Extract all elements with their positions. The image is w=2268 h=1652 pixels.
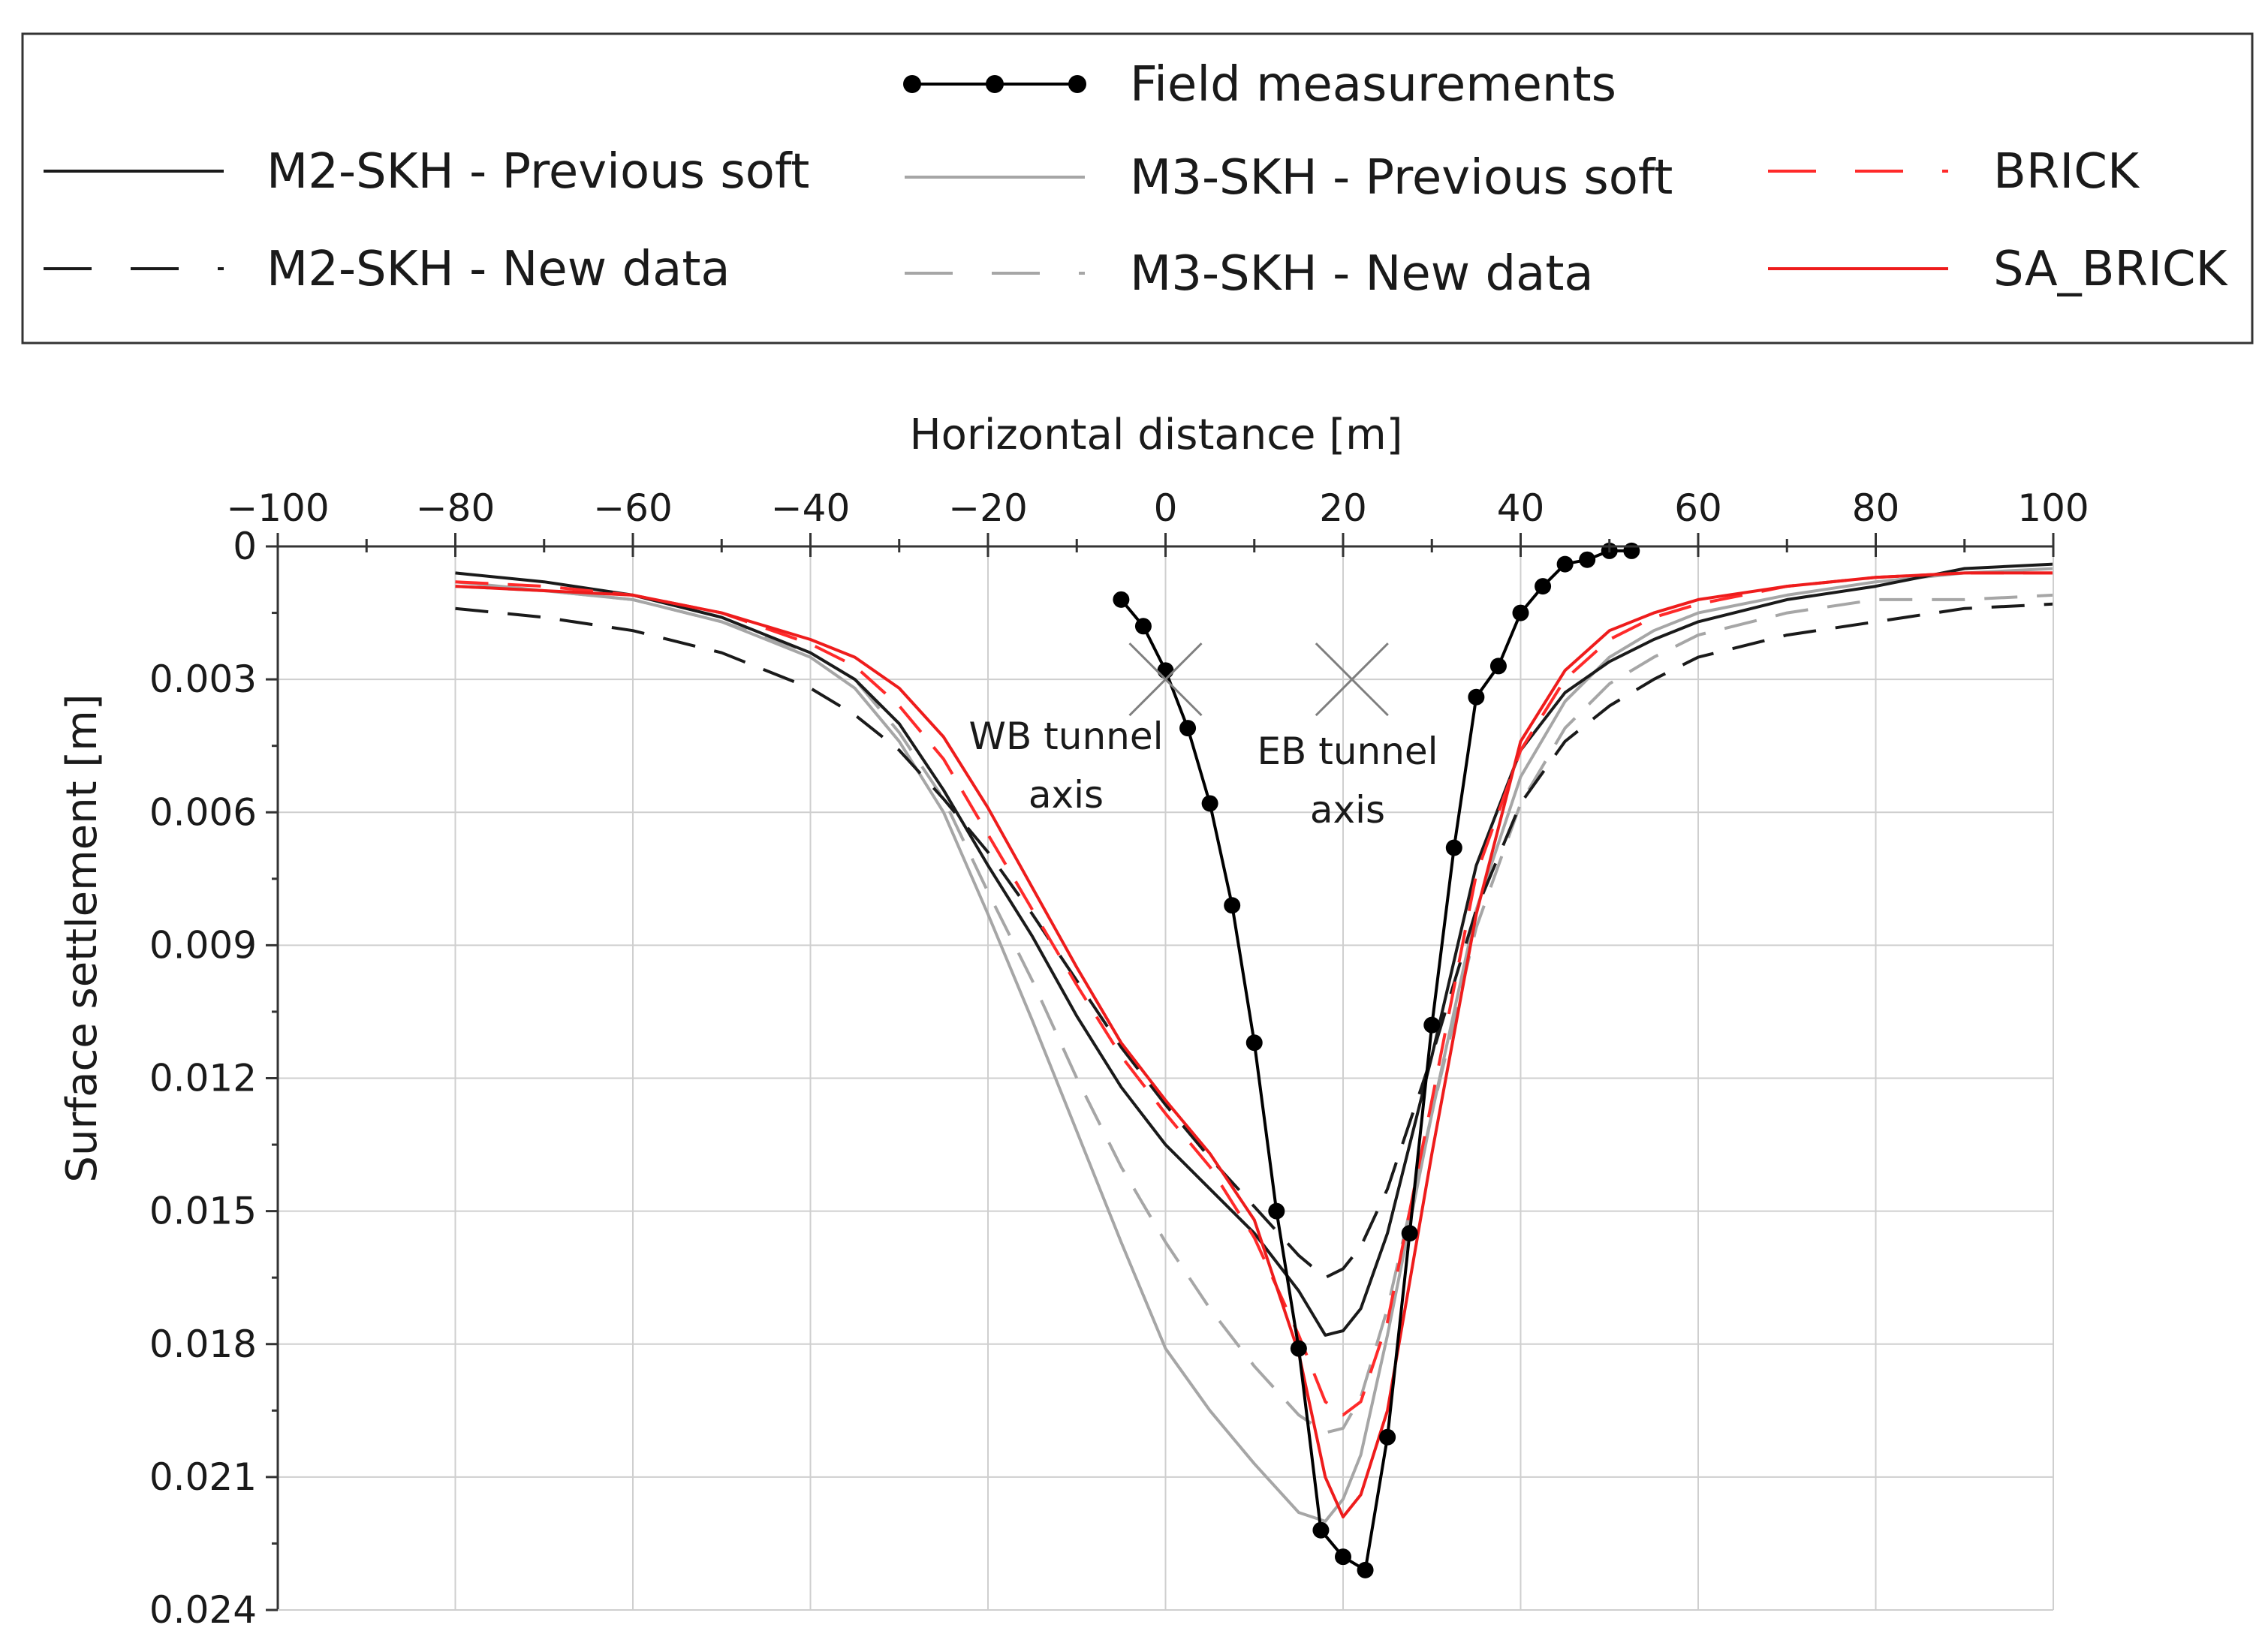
y-tick-label: 0.024 [149,1588,257,1632]
tunnel-annotation-line2: axis [1029,773,1104,817]
legend-marker [903,75,921,93]
field-measurement-point [1312,1521,1330,1539]
annotations-layer: WB tunnel axis EB tunnel axis [969,642,1438,832]
series-line-brick [455,571,2053,1417]
x-tick-label: 20 [1319,486,1367,530]
x-tick-label: 100 [2017,486,2089,530]
legend-frame [21,32,2254,345]
x-tick-label: 60 [1674,486,1722,530]
x-tick-label: 80 [1852,486,1900,530]
field-measurement-point [1245,1034,1263,1052]
y-axis-title: Surface settlement [m] [58,694,107,1182]
field-measurement-point [1489,657,1507,675]
plot-area: WB tunnel axis EB tunnel axis −100 −80 −60 −40… [149,486,2089,1632]
x-tick-label: −100 [226,486,329,530]
legend: Field measurements M2-SKH - Previous soft… [21,32,2254,345]
legend-label-field-measurements: Field measurements [1130,57,1616,113]
field-measurement-point [1201,795,1218,812]
field-measurement-point [1179,720,1197,737]
y-tick-label: 0.003 [149,657,257,701]
field-measurement-point [1113,591,1130,608]
legend-marker [1068,75,1086,93]
field-measurement-point [1535,578,1552,595]
gridlines [278,546,2053,1610]
field-measurement-point [1134,618,1152,635]
x-tick-label: −40 [771,486,851,530]
x-tick-label: −80 [416,486,495,530]
y-tick-label: 0.018 [149,1323,257,1366]
x-tick-label: −60 [593,486,673,530]
legend-label-m3-skh-previous-soft: M3-SKH - Previous soft [1130,150,1673,206]
legend-marker [986,75,1004,93]
series-line-m2-skh-new-data [455,602,2054,1280]
y-tick-label: 0.021 [149,1455,257,1499]
y-tick-label: 0.015 [149,1190,257,1233]
legend-label-brick: BRICK [1993,144,2140,200]
y-tick-label: 0.012 [149,1057,257,1100]
field-measurement-point [1468,688,1485,706]
series-layer [455,542,2054,1578]
x-tick-label: −20 [948,486,1028,530]
tunnel-annotation-line2: axis [1310,788,1385,832]
legend-label-sa-brick: SA_BRICK [1993,242,2229,297]
y-tick-label: 0.006 [149,790,257,834]
y-tick-label: 0 [233,525,257,568]
field-measurement-point [1357,1561,1374,1578]
x-tick-label: 40 [1497,486,1545,530]
axes: −100 −80 −60 −40 −20 0 20 40 60 80 100 0 0.003 0.006 0… [149,486,2089,1632]
field-measurement-point [1157,662,1174,679]
field-measurement-point [1623,542,1640,559]
tunnel-axis-marker [1128,642,1203,717]
legend-label-m2-skh-new-data: M2-SKH - New data [267,242,730,297]
field-measurement-point [1224,897,1241,914]
field-measurement-point [1290,1340,1307,1357]
series-line-m3-skh-new-data [455,585,2054,1434]
field-measurement-point [1556,555,1574,573]
tunnel-annotation-line1: EB tunnel [1257,730,1438,773]
field-measurement-point [1579,551,1596,568]
series-line-m2-skh-previous-soft [455,562,2054,1337]
x-axis-title: Horizontal distance [m] [909,411,1402,459]
field-measurement-point [1512,604,1529,621]
field-measurement-point [1379,1428,1396,1446]
field-measurement-point [1335,1548,1351,1566]
tunnel-annotation-line1: WB tunnel [969,715,1164,758]
y-tick-label: 0.009 [149,923,257,967]
x-tick-label: 0 [1154,486,1178,530]
field-measurement-point [1268,1202,1285,1220]
legend-label-m3-skh-new-data: M3-SKH - New data [1130,246,1594,302]
tunnel-axis-marker [1315,642,1389,717]
series-line-m3-skh-previous-soft [455,567,2054,1523]
legend-label-m2-skh-previous-soft: M2-SKH - Previous soft [267,144,809,200]
field-measurement-point [1445,839,1462,856]
field-measurement-point [1401,1225,1418,1242]
field-measurement-point [1423,1016,1441,1034]
